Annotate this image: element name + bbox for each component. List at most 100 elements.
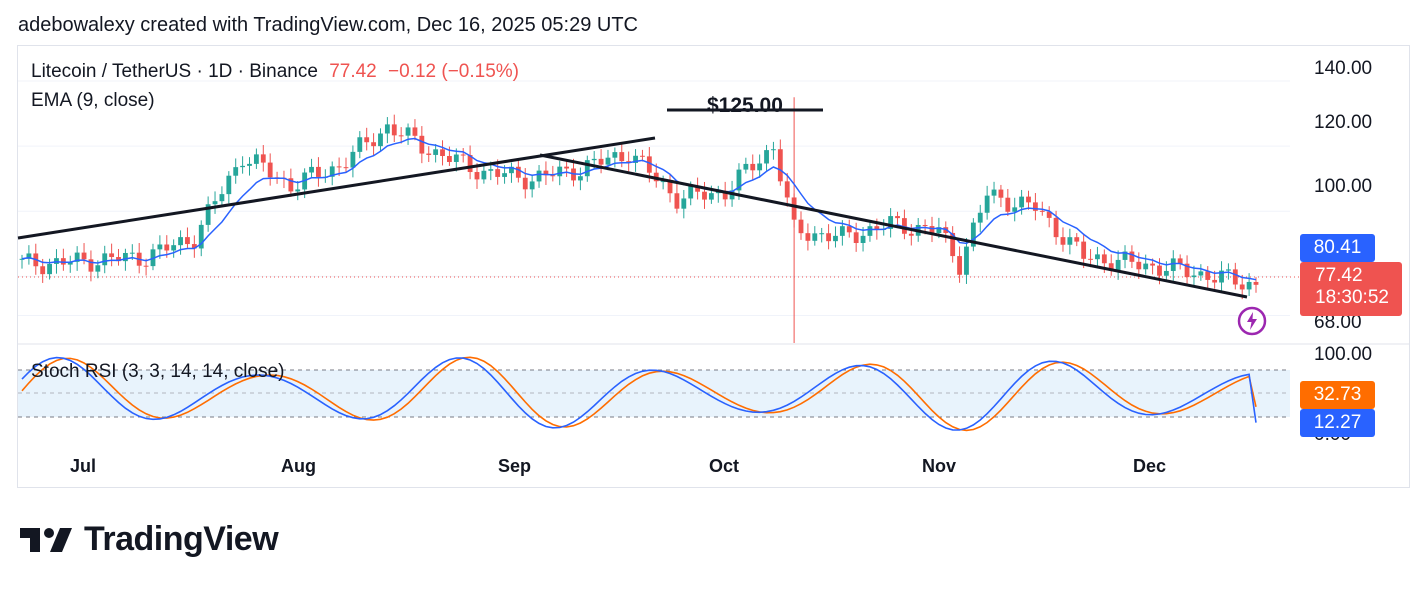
candle-body — [681, 198, 687, 209]
candle-body — [1012, 207, 1018, 212]
candle-body — [771, 149, 776, 151]
candle-body — [405, 127, 411, 136]
candle-body — [853, 232, 859, 244]
candle-body — [591, 158, 597, 161]
candle-body — [88, 259, 94, 272]
candle-body — [1239, 284, 1245, 290]
candle-body — [674, 193, 680, 209]
symbol-legend[interactable]: Litecoin / TetherUS · 1D · Binance 77.42… — [31, 61, 519, 83]
candle-body — [646, 156, 652, 173]
candle-body — [1184, 263, 1190, 278]
candle-body — [522, 177, 528, 190]
candle-body — [970, 222, 976, 247]
candle-body — [998, 189, 1004, 198]
candle-body — [543, 170, 549, 176]
candle-body — [260, 154, 266, 163]
candle-body — [736, 169, 742, 191]
candle-body — [1226, 269, 1231, 271]
candle-body — [936, 227, 942, 234]
last-price-badge: 77.42 18:30:52 — [1300, 262, 1402, 316]
candle-body — [688, 185, 694, 199]
candle-body — [660, 181, 666, 183]
candle-body — [1212, 279, 1218, 283]
candle-body — [612, 152, 618, 158]
candle-body — [764, 150, 769, 164]
candle-body — [1150, 263, 1156, 266]
candle-body — [1088, 258, 1093, 260]
candle-body — [708, 193, 714, 200]
rising-trendline — [17, 136, 656, 240]
candle-body — [502, 173, 507, 177]
candle-body — [40, 266, 46, 275]
candle-body — [826, 233, 831, 242]
ema-legend[interactable]: EMA (9, close) — [31, 90, 155, 111]
month-aug: Aug — [281, 456, 316, 476]
candle-body — [1232, 269, 1238, 285]
bar-countdown: 18:30:52 — [1315, 287, 1389, 308]
candle-body — [391, 124, 397, 136]
candle-body — [1219, 270, 1224, 283]
candle-body — [329, 166, 335, 177]
candle-body — [777, 149, 783, 182]
candle-body — [1032, 202, 1038, 211]
price-tick-120: 120.00 — [1314, 112, 1373, 133]
candle-body — [950, 232, 956, 257]
candle-body — [336, 166, 342, 168]
candle-body — [357, 137, 363, 152]
candle-body — [750, 163, 756, 171]
candle-body — [908, 233, 914, 236]
resistance-annotation: $125.00 — [707, 94, 783, 117]
chart-frame — [17, 45, 1410, 488]
candle-body — [1067, 237, 1073, 245]
candle-body — [288, 178, 294, 192]
stoch-rsi-legend[interactable]: Stoch RSI (3, 3, 14, 14, close) — [31, 361, 285, 382]
candle-body — [19, 258, 25, 260]
candle-body — [453, 154, 459, 162]
candle-body — [419, 135, 425, 154]
candle-body — [129, 252, 135, 254]
candle-body — [426, 153, 432, 155]
rsi-tick-100: 100.00 — [1314, 344, 1373, 365]
candle-body — [1060, 237, 1066, 245]
candle-body — [1019, 196, 1025, 208]
candle-body — [233, 167, 239, 176]
candle-body — [702, 191, 707, 200]
candle-body — [1177, 258, 1183, 264]
candle-body — [247, 163, 252, 166]
candle-body — [109, 253, 115, 258]
candle-body — [509, 166, 514, 174]
candle-body — [805, 233, 811, 241]
candle-body — [757, 163, 763, 171]
candle-body — [929, 226, 935, 234]
candle-body — [722, 190, 728, 200]
candle-body — [212, 201, 218, 205]
candle-body — [240, 165, 246, 168]
candle-body — [116, 257, 121, 262]
tradingview-logo[interactable]: TradingView — [20, 520, 279, 559]
candle-body — [957, 256, 962, 275]
candle-body — [54, 258, 59, 264]
candle-body — [1246, 281, 1252, 290]
candle-body — [433, 149, 439, 155]
lightning-icon[interactable] — [1237, 306, 1267, 336]
stoch-d-badge: 32.73 — [1300, 381, 1375, 409]
candle-body — [143, 265, 149, 267]
candle-body — [164, 244, 170, 251]
candle-body — [1115, 259, 1121, 271]
candle-body — [1081, 241, 1087, 259]
last-price-value: 77.42 — [1315, 265, 1363, 286]
last-value: 77.42 — [329, 61, 377, 82]
candle-body — [1163, 270, 1169, 276]
candle-body — [1005, 197, 1011, 212]
candle-body — [695, 185, 701, 192]
candle-body — [846, 226, 852, 233]
candle-body — [295, 189, 301, 192]
tradingview-logo-text: TradingView — [84, 520, 279, 558]
candle-body — [564, 166, 570, 169]
candle-body — [991, 189, 997, 196]
candle-body — [185, 237, 190, 245]
candle-body — [1053, 217, 1059, 238]
candle-body — [867, 226, 873, 236]
candle-body — [171, 245, 177, 251]
